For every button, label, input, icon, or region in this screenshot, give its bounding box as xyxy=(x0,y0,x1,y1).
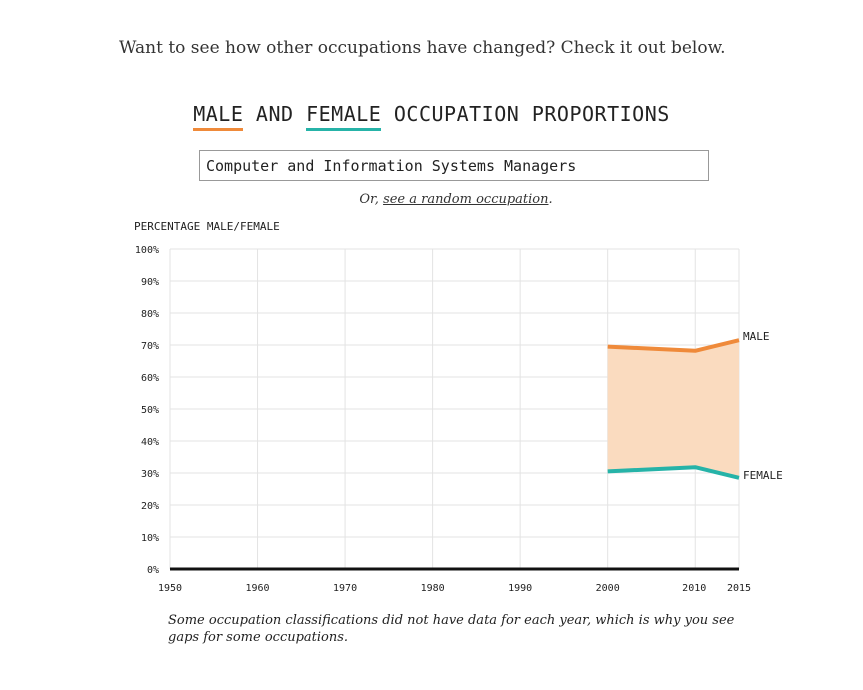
x-tick-label: 2015 xyxy=(727,583,751,594)
title-female: FEMALE xyxy=(306,102,382,131)
y-axis-label: PERCENTAGE MALE/FEMALE xyxy=(134,220,280,233)
band-layer xyxy=(607,340,739,478)
lines-layer xyxy=(607,338,740,480)
female-line xyxy=(607,465,740,480)
female-series-label: FEMALE xyxy=(743,469,783,482)
x-tick-label: 1990 xyxy=(508,583,532,594)
labels-layer: MALE FEMALE xyxy=(743,330,783,482)
y-tick-label: 60% xyxy=(141,373,159,384)
x-tick-label: 1950 xyxy=(158,583,182,594)
random-occupation-line: Or, see a random occupation. xyxy=(0,192,863,207)
male-line xyxy=(607,338,740,353)
y-tick-label: 70% xyxy=(141,341,159,352)
random-occupation-link[interactable]: see a random occupation xyxy=(383,192,549,207)
y-tick-label: 90% xyxy=(141,277,159,288)
title-male: MALE xyxy=(193,102,244,131)
y-tick-label: 100% xyxy=(135,245,159,256)
y-tick-label: 50% xyxy=(141,405,159,416)
random-prefix: Or, xyxy=(359,192,384,207)
chart-title: MALE AND FEMALE OCCUPATION PROPORTIONS xyxy=(0,102,863,131)
y-tick-label: 30% xyxy=(141,469,159,480)
male-series-label: MALE xyxy=(743,330,770,343)
axis-layer: 0% 10% 20% 30% 40% 50% 60% 70% 80% 90% 100% 1950 196… xyxy=(135,245,751,594)
footnote: Some occupation classifications did not … xyxy=(168,613,735,645)
y-tick-label: 0% xyxy=(147,565,159,576)
y-tick-label: 20% xyxy=(141,501,159,512)
gap-band xyxy=(607,340,739,478)
occupation-input[interactable]: Computer and Information Systems Manager… xyxy=(199,150,709,181)
x-tick-label: 2010 xyxy=(682,583,706,594)
y-tick-label: 80% xyxy=(141,309,159,320)
x-tick-label: 1970 xyxy=(333,583,357,594)
intro-text: Want to see how other occupations have c… xyxy=(119,38,726,58)
x-tick-label: 2000 xyxy=(596,583,620,594)
random-suffix: . xyxy=(548,192,553,207)
grid xyxy=(169,248,740,569)
x-tick-label: 1960 xyxy=(245,583,269,594)
y-tick-label: 10% xyxy=(141,533,159,544)
title-and: AND xyxy=(255,102,294,126)
title-rest: OCCUPATION PROPORTIONS xyxy=(393,102,670,126)
y-tick-label: 40% xyxy=(141,437,159,448)
x-tick-label: 1980 xyxy=(421,583,445,594)
